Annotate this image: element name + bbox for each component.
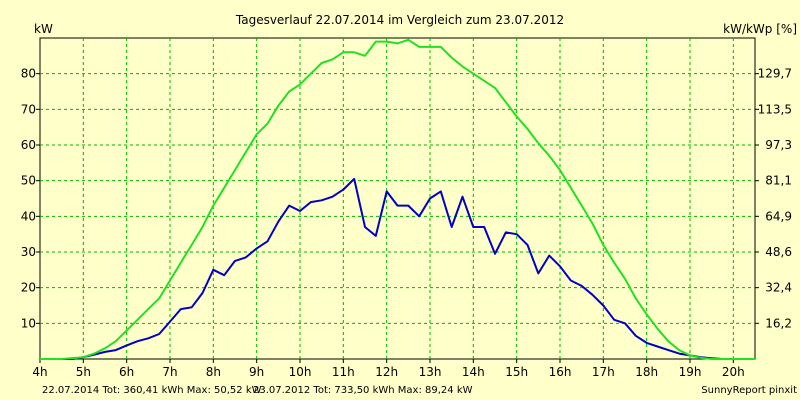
x-tick-label: 12h: [375, 365, 398, 379]
grid: [40, 38, 755, 359]
y-tick-label-left: 60: [21, 138, 36, 152]
y-tick-label-left: 40: [21, 209, 36, 223]
x-tick-label: 8h: [206, 365, 221, 379]
series-line-1: [40, 177, 755, 360]
x-tick-label: 6h: [119, 365, 134, 379]
chart-title: Tagesverlauf 22.07.2014 im Vergleich zum…: [235, 13, 564, 27]
y-tick-label-right: 97,3: [765, 138, 792, 152]
y-tick-label-right: 113,5: [758, 102, 792, 116]
y-tick-label-left: 20: [21, 281, 36, 295]
x-tick-label: 7h: [162, 365, 177, 379]
y-tick-label-right: 129,7: [758, 67, 792, 81]
x-tick-label: 4h: [32, 365, 47, 379]
x-tick-label: 20h: [722, 365, 745, 379]
x-tick-label: 13h: [419, 365, 442, 379]
y-tick-label-left: 10: [21, 316, 36, 330]
x-tick-label: 5h: [76, 365, 91, 379]
y-tick-label-left: 70: [21, 102, 36, 116]
series-line-2: [40, 38, 755, 360]
y-tick-label-left: 30: [21, 245, 36, 259]
y-tick-label-right: 81,1: [765, 174, 792, 188]
y-tick-label-right: 16,2: [765, 316, 792, 330]
y-tick-label-left: 80: [21, 67, 36, 81]
x-tick-label: 9h: [249, 365, 264, 379]
footer-credit: SunnyReport pinxit: [701, 385, 797, 396]
x-tick-label: 10h: [289, 365, 312, 379]
series-group: [40, 38, 755, 360]
x-tick-label: 11h: [332, 365, 355, 379]
x-tick-label: 19h: [679, 365, 702, 379]
y-tick-label-left: 50: [21, 174, 36, 188]
plot-area: [39, 37, 756, 360]
y-tick-label-right: 64,9: [765, 209, 792, 223]
y-axis-label-left: kW: [34, 22, 53, 36]
footer-series-2: 23.07.2012 Tot: 733,50 kWh Max: 89,24 kW: [253, 385, 473, 396]
ticks: 4h 5h 6h 7h 8h 9h 10h 11h 12h 13h 14h 15h 16h 17h 18h 1…: [21, 67, 792, 379]
x-tick-label: 18h: [635, 365, 658, 379]
x-tick-label: 14h: [462, 365, 485, 379]
footer-series-1: 22.07.2014 Tot: 360,41 kWh Max: 50,52 kW: [42, 385, 262, 396]
x-tick-label: 15h: [505, 365, 528, 379]
x-tick-label: 16h: [549, 365, 572, 379]
y-axis-label-right: kW/kWp [%]: [723, 22, 797, 36]
y-tick-label-right: 48,6: [765, 245, 792, 259]
x-tick-label: 17h: [592, 365, 615, 379]
y-tick-label-right: 32,4: [765, 281, 792, 295]
